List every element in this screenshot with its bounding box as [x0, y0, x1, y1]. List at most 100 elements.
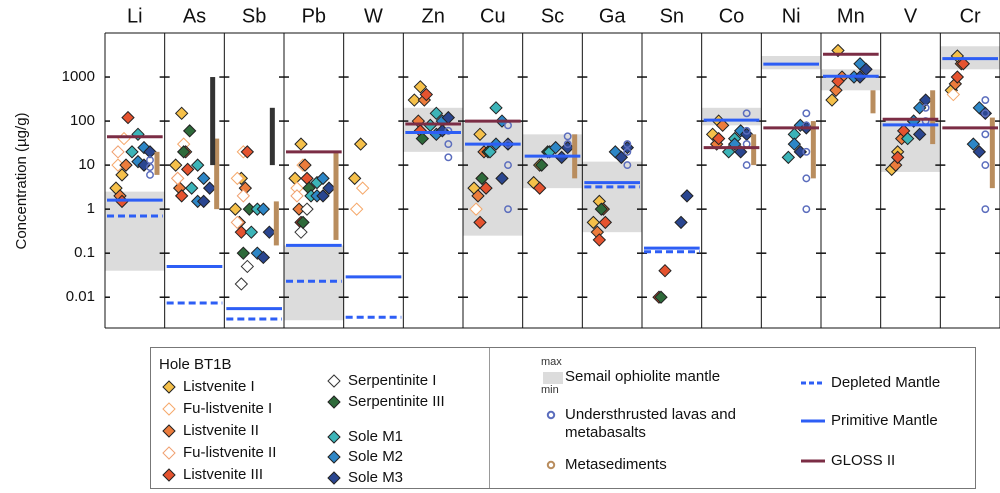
lava-point: [146, 170, 154, 179]
sample-point: [900, 131, 915, 146]
legend-label: Listvenite II: [183, 422, 259, 439]
sample-point: [825, 93, 839, 107]
sample-point: [256, 250, 271, 265]
legend-label: Listvenite I: [183, 378, 255, 395]
legend-label: Primitive Mantle: [831, 412, 938, 429]
legend-marker: [327, 395, 341, 409]
legend-label: Depleted Mantle: [831, 374, 941, 391]
sample-point: [131, 127, 145, 142]
sample-point: [256, 202, 271, 216]
ophiolite-range: [105, 191, 165, 271]
sample-point: [413, 80, 428, 94]
lava-point: [981, 130, 990, 139]
sample-point: [429, 106, 444, 121]
sample-point: [143, 145, 157, 159]
ophiolite-range: [463, 121, 523, 236]
sample-point: [674, 215, 688, 230]
lava-point: [444, 153, 453, 162]
sample-point: [228, 202, 243, 216]
legend-label: Fu-listvenite II: [183, 444, 277, 461]
legend-label: Sole M2: [348, 448, 404, 465]
legend-marker: [327, 430, 341, 444]
sample-point: [125, 145, 139, 159]
sample-point: [182, 124, 197, 138]
lava-point: [146, 156, 154, 165]
legend-label: Sole M1: [348, 428, 404, 445]
legend-marker: [162, 402, 176, 416]
legend-label: Semail ophiolite mantle: [565, 368, 721, 385]
sample-point: [888, 158, 903, 172]
lava-point: [921, 103, 930, 112]
sample-point: [322, 181, 336, 195]
legend-symbol: [546, 460, 556, 470]
sample-point: [475, 171, 489, 186]
lava-point: [802, 174, 811, 183]
sample-point: [781, 150, 796, 165]
legend-symbol: [327, 471, 341, 485]
lava-point: [981, 205, 990, 214]
sample-point: [548, 140, 563, 155]
lava-point: [563, 140, 572, 149]
lava-point: [444, 140, 453, 149]
range-bar: [273, 201, 279, 246]
ophiolite-range: [761, 56, 821, 70]
legend-symbol: [162, 446, 176, 460]
sample-point: [196, 171, 211, 186]
sample-point: [355, 181, 370, 195]
legend-symbol: [162, 380, 176, 394]
lava-point: [623, 161, 632, 170]
sample-point: [407, 93, 422, 107]
legend-symbol: [327, 450, 341, 464]
sample-point: [174, 189, 189, 203]
legend-symbol: [546, 410, 556, 420]
legend-label: Metasediments: [565, 456, 667, 473]
sample-point: [349, 202, 364, 216]
lava-point: [981, 161, 990, 170]
y-tick-label: 10: [78, 156, 95, 173]
legend-max-label: max: [541, 356, 562, 368]
lava-point: [981, 109, 990, 118]
legend-label: Listvenite III: [183, 466, 264, 483]
range-bar: [214, 138, 220, 210]
category-label: Ni: [782, 5, 801, 27]
sample-point: [236, 246, 251, 260]
sample-point: [202, 181, 217, 195]
category-label: Sc: [541, 5, 564, 27]
sample-point: [180, 162, 195, 177]
category-label: Co: [719, 5, 745, 27]
range-bar: [333, 151, 339, 240]
sample-point: [787, 137, 802, 151]
sample-point: [471, 189, 485, 203]
sample-point: [592, 233, 607, 247]
sample-point: [950, 70, 965, 84]
legend-marker: [801, 419, 825, 423]
sample-point: [532, 181, 547, 195]
sample-point: [956, 57, 971, 71]
y-tick-label: 0.1: [74, 244, 95, 261]
legend-marker: [546, 410, 556, 420]
lava-point: [444, 126, 453, 135]
category-label: As: [183, 5, 206, 27]
sample-point: [230, 171, 245, 186]
sample-point: [715, 118, 730, 133]
legend-divider: [489, 348, 490, 488]
sample-point: [479, 181, 493, 195]
legend-marker: [162, 380, 176, 394]
sample-point: [946, 87, 961, 102]
legend-symbol: [162, 402, 176, 416]
legend-symbol: [327, 374, 341, 388]
sample-point: [240, 259, 255, 274]
y-tick-label: 1000: [62, 68, 95, 85]
sample-point: [316, 189, 330, 203]
sample-point: [347, 171, 362, 186]
lava-point: [802, 109, 811, 118]
sample-point: [115, 168, 129, 182]
sample-point: [594, 202, 609, 216]
category-label: Zn: [421, 5, 444, 27]
category-label: Cr: [960, 5, 981, 27]
sample-point: [966, 137, 981, 151]
sample-point: [119, 158, 133, 172]
category-label: Li: [127, 5, 143, 27]
sample-point: [244, 225, 259, 239]
legend-marker: [162, 424, 176, 438]
